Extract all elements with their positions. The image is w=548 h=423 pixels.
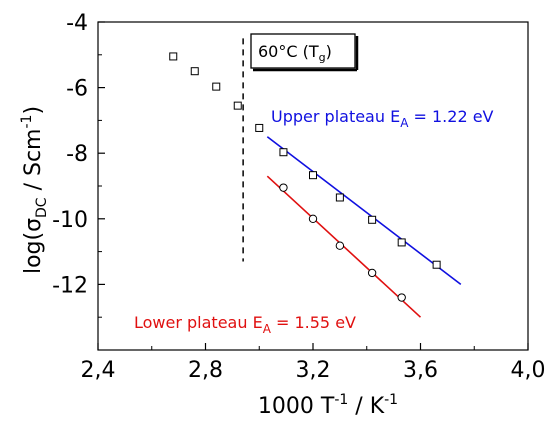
y-tick-label: -10 [52, 208, 88, 233]
circle-point [367, 268, 377, 278]
tg-annotation: 60°C (Tg) [258, 42, 332, 64]
square-point [309, 171, 317, 180]
tg-annotation-box [250, 33, 356, 69]
x-tick-label: 2,4 [81, 358, 116, 383]
x-tick-label: 3,2 [296, 358, 331, 383]
x-tick-label: 4,0 [511, 358, 546, 383]
circle-point [308, 214, 318, 224]
square-point [212, 82, 221, 91]
axes: 2,4 2,8 3,2 3,6 4,0 -4 -6 -8 -10 -12 [52, 11, 545, 383]
square-point [255, 123, 264, 132]
square-point [335, 193, 344, 202]
square-point [279, 148, 288, 157]
square-point [190, 67, 199, 76]
lower-plateau-label: Lower plateau EA = 1.55 eV [134, 313, 356, 336]
upper-plateau-label: Upper plateau EA = 1.22 eV [271, 107, 494, 130]
y-tick-label: -4 [66, 11, 88, 36]
x-tick-label: 2,8 [188, 358, 223, 383]
square-point [432, 260, 441, 269]
data-points [169, 52, 441, 302]
x-tick-label: 3,6 [403, 358, 438, 383]
x-axis-title: 1000 T-1 / K-1 [258, 392, 398, 419]
square-point [368, 215, 377, 224]
square-point [233, 101, 242, 110]
fit-lines [266, 136, 462, 318]
upper-plateau-fit-line [266, 136, 462, 286]
circle-point [335, 241, 345, 250]
y-axis-title: log(σDC / Scm-1) [19, 106, 50, 274]
circle-point [397, 293, 406, 302]
square-point [169, 52, 178, 61]
y-tick-label: -12 [52, 273, 88, 298]
y-tick-label: -6 [66, 77, 88, 102]
y-tick-label: -8 [66, 142, 88, 167]
circle-point [279, 183, 288, 192]
square-point [397, 238, 406, 247]
